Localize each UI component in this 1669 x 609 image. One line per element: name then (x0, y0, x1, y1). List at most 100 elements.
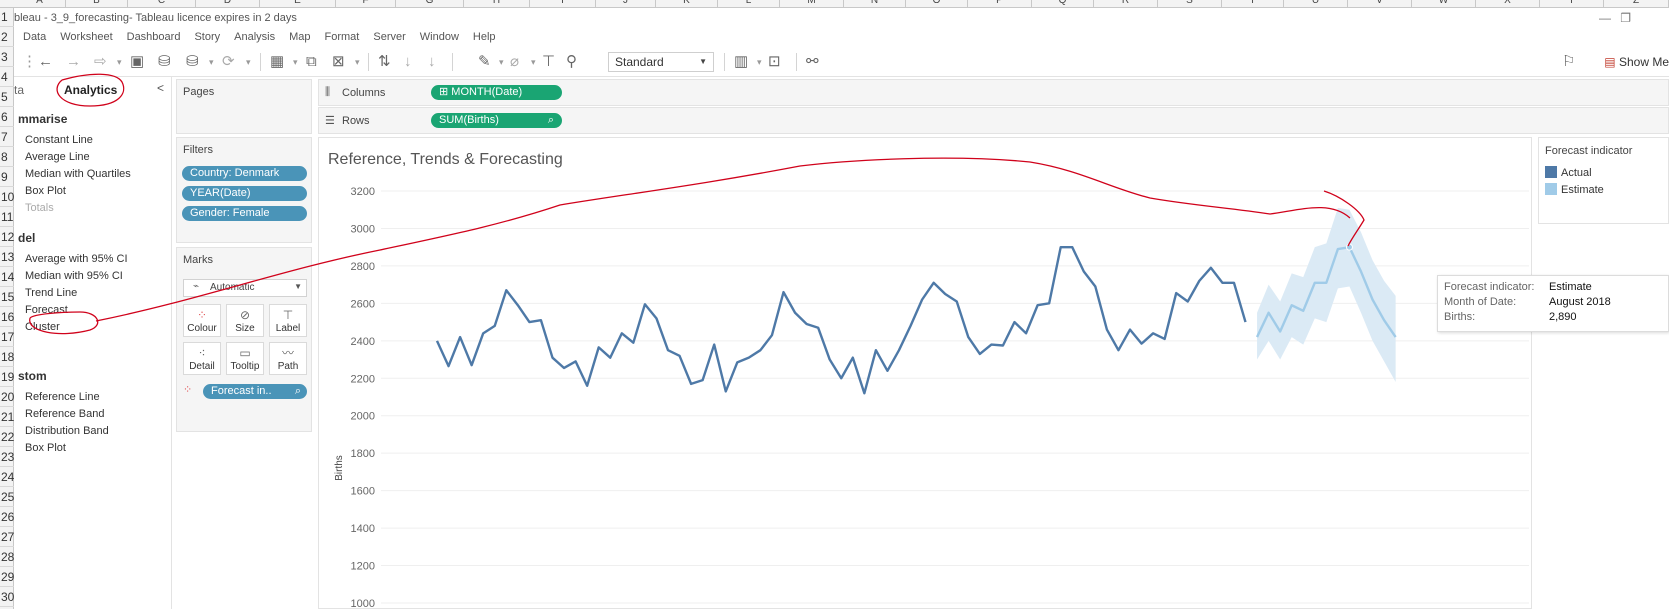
sort-ascending-icon[interactable]: ↓ (404, 53, 412, 70)
new-worksheet-dropdown-icon[interactable]: ▾ (293, 57, 298, 67)
highlight-dropdown-icon[interactable]: ▾ (499, 57, 504, 67)
card-dropdown-icon[interactable]: ▾ (757, 57, 762, 67)
sort-descending-icon[interactable]: ↓ (428, 53, 436, 70)
restore-button[interactable]: ❐ (1620, 11, 1631, 25)
show-labels-icon[interactable]: ⊤ (542, 53, 556, 70)
analytics-item-reference-line[interactable]: Reference Line (25, 391, 100, 403)
menu-item-server[interactable]: Server (373, 31, 406, 43)
analytics-item-distribution-band[interactable]: Distribution Band (25, 425, 109, 437)
new-worksheet-icon[interactable]: ▦ (270, 53, 285, 70)
menu-item-story[interactable]: Story (194, 31, 221, 43)
clear-sheet-icon[interactable]: ⊠ (332, 53, 345, 70)
line-chart[interactable]: 1000 1200 1400 1600 1800 2000 2200 2400 2600 2800… (319, 138, 1533, 609)
collapse-pane-icon[interactable]: < (157, 81, 165, 95)
analytics-item-median-with-95-ci[interactable]: Median with 95% CI (25, 270, 123, 282)
clear-dropdown-icon[interactable]: ▾ (355, 57, 360, 67)
swap-icon[interactable]: ⇅ (378, 53, 391, 70)
tab-data[interactable]: ta (14, 83, 25, 97)
analytics-item-trend-line[interactable]: Trend Line (25, 287, 78, 299)
share-icon[interactable]: ⚯ (806, 53, 819, 70)
excel-row-16: 16 (0, 308, 14, 327)
analytics-item-reference-band[interactable]: Reference Band (25, 408, 105, 420)
analytics-item-box-plot[interactable]: Box Plot (25, 185, 66, 197)
size-button[interactable]: ⊘ Size (226, 304, 264, 337)
menu-item-format[interactable]: Format (324, 31, 360, 43)
replay-icon[interactable]: ⇨ (94, 53, 107, 70)
forecast-indicator-pill[interactable]: Forecast in.. ⌕ (203, 384, 307, 399)
tab-analytics[interactable]: Analytics (64, 83, 118, 97)
analytics-item-cluster[interactable]: Cluster (25, 321, 60, 333)
filter-pill-country[interactable]: Country: Denmark (182, 166, 307, 181)
undo-icon[interactable]: ← (38, 53, 53, 70)
analytics-item-constant-line[interactable]: Constant Line (25, 134, 93, 146)
tooltip-value: August 2018 (1549, 296, 1611, 308)
chart-tooltip: Forecast indicator: Estimate Month of Dat… (1437, 275, 1669, 332)
redo-icon[interactable]: → (66, 53, 81, 70)
size-label: Size (235, 323, 255, 334)
refresh-dropdown-icon[interactable]: ▾ (246, 57, 251, 67)
pause-updates-icon[interactable]: ⛁ (186, 53, 199, 70)
hovered-point[interactable] (1345, 243, 1353, 251)
filter-pill-gender[interactable]: Gender: Female (182, 206, 307, 221)
excel-column-d: D (196, 0, 260, 7)
excel-column-l: L (718, 0, 780, 7)
analytics-item-average-with-95-ci[interactable]: Average with 95% CI (25, 253, 128, 265)
excel-row-header: 1 2 3 4 5 6 7 8 9 10 11 12 13 14 15 16 17 18 19 20 21 22 23 24 2… (0, 8, 14, 609)
new-data-source-icon[interactable]: ⛁ (158, 53, 171, 70)
minimize-button[interactable]: — (1599, 11, 1611, 25)
analytics-section-header: mmarise (18, 112, 68, 126)
colour-button[interactable]: ⁘ Colour (183, 304, 221, 337)
chart-view[interactable]: Reference, Trends & Forecasting 1000 1200… (318, 137, 1532, 609)
search-icon: ⌕ (547, 114, 554, 126)
save-icon[interactable]: ▣ (130, 53, 145, 70)
rows-pill[interactable]: SUM(Births) ⌕ (431, 113, 562, 128)
menu-item-map[interactable]: Map (289, 31, 311, 43)
menu-item-dashboard[interactable]: Dashboard (126, 31, 181, 43)
toolbar: ⋮ ← → ⇨ ▾ ▣ ⛁ ⛁ ▾ ⟳ ▾ ▦ ▾ ⧉ ⊠ ▾ ⇅ ↓ ↓ ✎ … (14, 47, 1669, 77)
group-icon[interactable]: ⌀ (510, 53, 520, 70)
show-me-button[interactable]: ▤ Show Me (1604, 52, 1669, 72)
menu-item-data[interactable]: Data (23, 31, 47, 43)
menu-item-help[interactable]: Help (472, 31, 496, 43)
card-toggle-icon[interactable]: ▥ (734, 53, 749, 70)
replay-dropdown-icon[interactable]: ▾ (117, 57, 122, 67)
pages-card[interactable]: Pages (176, 79, 312, 134)
tooltip-button[interactable]: ▭ Tooltip (226, 342, 264, 375)
legend-item-actual[interactable]: Actual (1545, 166, 1592, 179)
colour-label: Colour (187, 323, 217, 334)
highlight-icon[interactable]: ✎ (478, 53, 491, 70)
mark-type-dropdown[interactable]: ⌁ Automatic ▼ (183, 279, 307, 297)
detail-button[interactable]: ⁖ Detail (183, 342, 221, 375)
filter-pill-year[interactable]: YEAR(Date) (182, 186, 307, 201)
analytics-item-median-with-quartiles[interactable]: Median with Quartiles (25, 168, 131, 180)
y-tick-label: 1000 (351, 598, 375, 609)
columns-pill[interactable]: ⊞ MONTH(Date) (431, 85, 562, 100)
excel-column-b: B (66, 0, 128, 7)
analytics-item-average-line[interactable]: Average Line (25, 151, 90, 163)
pause-dropdown-icon[interactable]: ▾ (209, 57, 214, 67)
group-dropdown-icon[interactable]: ▾ (531, 57, 536, 67)
refresh-icon[interactable]: ⟳ (222, 53, 235, 70)
fix-axes-icon[interactable]: ⚲ (566, 53, 577, 70)
fit-dropdown[interactable]: Standard ▼ (608, 52, 714, 72)
menu-item-window[interactable]: Window (419, 31, 459, 43)
duplicate-icon[interactable]: ⧉ (306, 53, 317, 70)
label-button[interactable]: ⊤ Label (269, 304, 307, 337)
detail-icon: ⁖ (198, 346, 206, 360)
series-line-actual[interactable] (435, 245, 1247, 395)
menu-item-worksheet[interactable]: Worksheet (60, 31, 113, 43)
expand-icon: ⊞ (439, 86, 452, 98)
y-tick-label: 1400 (351, 523, 375, 535)
presentation-mode-icon[interactable]: ⊡ (768, 53, 781, 70)
analytics-item-forecast[interactable]: Forecast (25, 304, 68, 316)
excel-row-25: 25 (0, 488, 14, 507)
pages-title: Pages (183, 86, 215, 98)
menu-icon[interactable]: ⋮ (22, 53, 37, 70)
analytics-item-box-plot[interactable]: Box Plot (25, 442, 66, 454)
path-button[interactable]: 〰 Path (269, 342, 307, 375)
legend-item-estimate[interactable]: Estimate (1545, 183, 1604, 196)
tooltip-toggle-icon[interactable]: ⚐ (1562, 53, 1576, 70)
analytics-pane: ta Analytics < mmarise Constant Line Avera… (14, 77, 172, 609)
menu-item-analysis[interactable]: Analysis (234, 31, 276, 43)
show-me-icon: ▤ (1604, 55, 1616, 69)
